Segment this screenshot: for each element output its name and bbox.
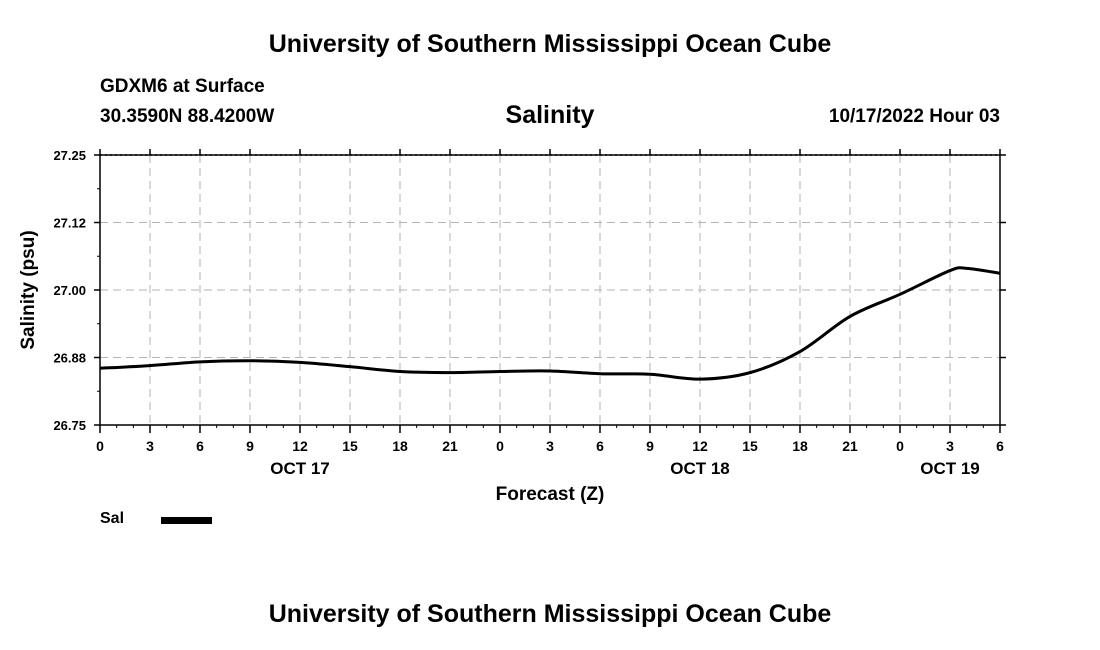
x-tick-label: 15 xyxy=(742,438,758,454)
x-tick-label: 21 xyxy=(842,438,858,454)
x-tick-label: 0 xyxy=(496,438,504,454)
x-tick-label: 0 xyxy=(896,438,904,454)
legend-swatch xyxy=(161,517,212,524)
x-tick-label: 3 xyxy=(146,438,154,454)
series xyxy=(99,266,1001,381)
date-label: OCT 18 xyxy=(670,459,730,478)
legend-label: Sal xyxy=(100,510,125,527)
date-label: OCT 17 xyxy=(270,459,330,478)
y-tick-label: 27.25 xyxy=(53,148,86,163)
x-tick-label: 9 xyxy=(246,438,254,454)
x-tick-labels: 0 3 6 9 12 15 18 21 0 3 6 9 12 15 18 21 0 3 6 xyxy=(96,438,1004,454)
y-tick-label: 26.88 xyxy=(53,351,86,366)
x-tick-label: 21 xyxy=(442,438,458,454)
chart-title: Salinity xyxy=(505,101,595,129)
salinity-chart: 26.75 26.88 27.00 27.12 27.25 0 3 6 9 12 15 18 21 0 3… xyxy=(18,148,1006,505)
date-label: OCT 19 xyxy=(920,459,980,478)
y-tick-label: 27.12 xyxy=(53,216,86,231)
x-tick-label: 15 xyxy=(342,438,358,454)
date-labels: OCT 17 OCT 18 OCT 19 xyxy=(270,459,980,478)
x-axis-label: Forecast (Z) xyxy=(496,484,605,505)
grid xyxy=(100,154,1000,425)
timestamp-label: 10/17/2022 Hour 03 xyxy=(828,106,1000,127)
station-label: GDXM6 at Surface xyxy=(100,76,265,97)
x-tick-label: 6 xyxy=(996,438,1004,454)
coordinates-label: 30.3590N 88.4200W xyxy=(100,106,275,127)
x-tick-label: 18 xyxy=(392,438,408,454)
x-tick-label: 12 xyxy=(292,438,308,454)
x-tick-label: 18 xyxy=(792,438,808,454)
x-tick-label: 9 xyxy=(646,438,654,454)
y-tick-label: 27.00 xyxy=(53,283,86,298)
y-tick-label: 26.75 xyxy=(53,418,86,433)
series-line-sal xyxy=(99,266,1001,381)
ticks xyxy=(94,149,1006,433)
x-tick-label: 0 xyxy=(96,438,104,454)
x-tick-label: 12 xyxy=(692,438,708,454)
x-tick-label: 3 xyxy=(546,438,554,454)
x-tick-label: 6 xyxy=(196,438,204,454)
y-tick-labels: 26.75 26.88 27.00 27.12 27.25 xyxy=(53,148,86,433)
footer-title: University of Southern Mississippi Ocean… xyxy=(268,600,832,628)
y-axis-label: Salinity (psu) xyxy=(18,230,39,349)
x-tick-label: 6 xyxy=(596,438,604,454)
page-title: University of Southern Mississippi Ocean… xyxy=(268,30,832,58)
x-tick-label: 3 xyxy=(946,438,954,454)
